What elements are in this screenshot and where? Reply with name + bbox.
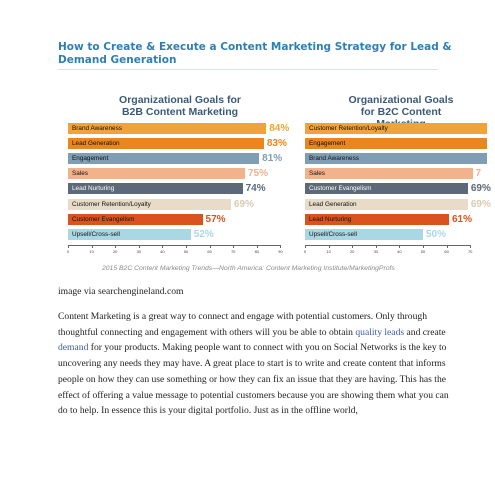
b2c-value-label: 7 xyxy=(475,168,482,180)
b2b-bar xyxy=(68,123,267,134)
b2b-value-label: 84% xyxy=(269,123,290,134)
b2b-x-tick xyxy=(138,244,140,248)
b2c-bar-label: Lead Nurturing xyxy=(309,215,352,223)
b2b-bar xyxy=(68,228,191,240)
b2c-bar xyxy=(305,213,449,225)
b2b-bar-label: Lead Nurturing xyxy=(72,185,115,193)
b2b-x-tick xyxy=(186,244,187,248)
b2c-bar-label: Customer Retention/Loyalty xyxy=(309,125,388,132)
b2c-bar xyxy=(305,123,487,134)
body-text-2: and create xyxy=(404,326,446,338)
b2c-value-label: 69% xyxy=(470,198,491,210)
b2b-bar-label: Customer Evangelism xyxy=(72,215,135,223)
b2c-x-tick xyxy=(305,244,306,248)
chart-source-note: 2015 B2C Content Marketing Trends—North … xyxy=(102,265,395,272)
body-text-1: Content Marketing is a great way to conn… xyxy=(58,311,427,338)
b2c-x-tick xyxy=(470,244,472,248)
b2b-value-label: 83% xyxy=(266,138,287,150)
quality-leads-link[interactable]: quality leads xyxy=(355,326,405,338)
b2c-value-label: 61% xyxy=(451,213,472,225)
b2b-value-label: 75% xyxy=(248,168,269,180)
b2c-bar xyxy=(305,153,487,165)
body-text-3: for your products. Making people want to… xyxy=(58,342,449,417)
b2b-x-tick-label: 50 xyxy=(183,248,189,254)
b2b-x-tick xyxy=(280,244,282,248)
b2b-bar-label: Customer Retention/Loyalty xyxy=(72,200,151,208)
b2c-x-tick-label: 10 xyxy=(326,248,331,254)
b2c-bar xyxy=(305,228,423,240)
b2b-x-tick xyxy=(115,244,117,248)
b2c-x-tick-label: 50 xyxy=(420,248,426,254)
b2c-bar-label: Customer Evangelism xyxy=(309,185,372,193)
b2c-x-tick xyxy=(328,244,330,248)
b2b-value-label: 57% xyxy=(205,213,226,225)
b2c-x-tick xyxy=(423,244,424,248)
article-heading: How to Create & Execute a Content Market… xyxy=(58,41,452,66)
b2b-bar-label: Lead Generation xyxy=(72,140,120,148)
b2c-bar-label: Lead Generation xyxy=(309,200,357,208)
b2c-x-tick-label: 30 xyxy=(373,248,379,254)
b2c-x-tick-label: 60 xyxy=(444,248,449,254)
b2c-x-tick-label: 0 xyxy=(303,248,307,254)
b2b-bar xyxy=(68,183,243,195)
b2b-x-tick-label: 60 xyxy=(207,248,212,254)
b2b-bar xyxy=(68,198,231,210)
b2b-x-tick xyxy=(233,244,235,248)
b2c-x-tick xyxy=(399,244,401,248)
b2b-bar-label: Engagement xyxy=(72,155,109,163)
b2b-bar-label: Sales xyxy=(72,170,88,178)
b2c-x-tick-label: 20 xyxy=(349,248,355,254)
b2b-x-tick xyxy=(162,244,164,248)
b2b-x-axis xyxy=(68,244,281,246)
b2c-bar xyxy=(305,168,473,180)
demand-link[interactable]: demand xyxy=(58,342,89,354)
b2c-bar xyxy=(305,198,468,210)
b2b-x-tick-label: 20 xyxy=(112,248,118,254)
b2c-x-tick xyxy=(352,244,354,248)
b2b-value-label: 81% xyxy=(262,153,283,165)
b2b-x-tick-label: 0 xyxy=(66,248,70,254)
b2b-value-label: 74% xyxy=(245,183,266,195)
heading-divider xyxy=(58,69,438,70)
b2b-x-tick-label: 90 xyxy=(278,248,283,254)
b2b-x-tick-label: 40 xyxy=(160,248,165,254)
b2c-x-tick-label: 70 xyxy=(467,248,473,254)
b2c-x-tick xyxy=(446,244,448,248)
b2b-x-tick xyxy=(68,244,69,248)
b2b-bar xyxy=(68,213,203,225)
b2c-value-label: 69% xyxy=(470,183,491,195)
b2b-bar xyxy=(68,138,264,150)
b2c-x-tick xyxy=(375,244,377,248)
article-body: Content Marketing is a great way to conn… xyxy=(58,309,458,419)
b2c-value-label: 50% xyxy=(426,228,447,240)
b2c-bar xyxy=(305,183,468,195)
image-caption: image via searchengineland.com xyxy=(58,286,184,297)
b2b-x-tick-label: 80 xyxy=(254,248,260,254)
b2b-x-tick-label: 10 xyxy=(89,248,94,254)
b2b-value-label: 52% xyxy=(193,228,214,240)
b2b-x-tick xyxy=(256,244,258,248)
b2c-bar-label: Upsell/Cross-sell xyxy=(309,230,357,238)
b2c-bar-label: Brand Awareness xyxy=(309,155,359,163)
b2b-x-tick-label: 30 xyxy=(136,248,142,254)
b2b-chart-title: Organizational Goals for B2B Content Mar… xyxy=(119,94,241,118)
b2c-x-axis xyxy=(305,244,471,246)
b2b-bar xyxy=(68,153,260,165)
b2b-x-tick xyxy=(209,244,211,248)
b2b-bar-label: Upsell/Cross-sell xyxy=(72,230,120,238)
b2b-x-tick xyxy=(91,244,93,248)
b2c-bar-label: Engagement xyxy=(309,140,346,148)
b2c-bar xyxy=(305,138,487,150)
b2b-value-label: 69% xyxy=(233,198,254,210)
b2b-bar-label: Brand Awareness xyxy=(72,125,122,132)
b2b-x-tick-label: 70 xyxy=(230,248,236,254)
b2b-bar xyxy=(68,168,245,180)
b2c-x-tick-label: 40 xyxy=(397,248,402,254)
b2c-bar-label: Sales xyxy=(309,170,325,178)
